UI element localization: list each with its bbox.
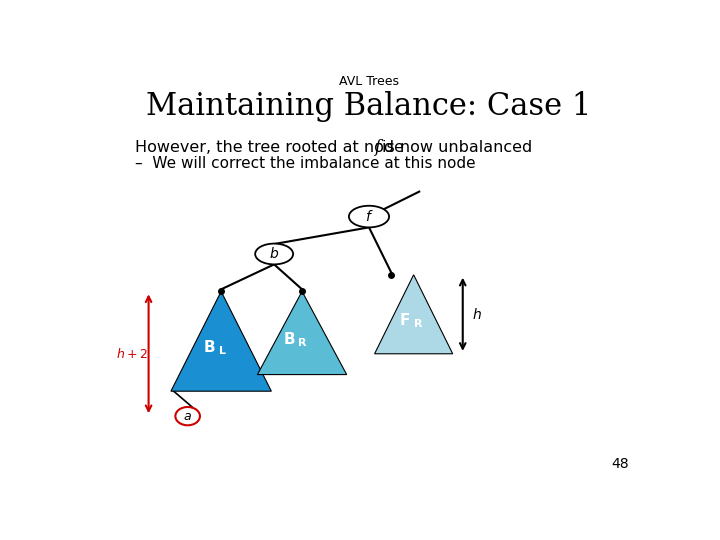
Text: B: B (204, 340, 215, 355)
Ellipse shape (349, 206, 389, 227)
Polygon shape (374, 275, 453, 354)
Text: $a$: $a$ (183, 410, 192, 423)
Text: $f$: $f$ (364, 209, 374, 224)
Polygon shape (171, 292, 271, 391)
Text: AVL Trees: AVL Trees (339, 75, 399, 88)
Text: f: f (374, 139, 380, 157)
Text: Maintaining Balance: Case 1: Maintaining Balance: Case 1 (146, 91, 592, 122)
Text: However, the tree rooted at node: However, the tree rooted at node (135, 140, 409, 156)
Text: B: B (284, 332, 296, 347)
Text: R: R (414, 319, 423, 329)
Text: –  We will correct the imbalance at this node: – We will correct the imbalance at this … (135, 156, 475, 171)
Text: R: R (298, 338, 307, 348)
Text: $h$: $h$ (472, 307, 482, 322)
Ellipse shape (255, 244, 293, 265)
Text: $b$: $b$ (269, 246, 279, 261)
Text: is now unbalanced: is now unbalanced (382, 140, 532, 156)
Text: 48: 48 (611, 457, 629, 471)
Text: F: F (400, 313, 410, 328)
Circle shape (176, 407, 200, 426)
Text: L: L (219, 346, 226, 356)
Polygon shape (258, 292, 347, 375)
Text: $h+2$: $h+2$ (116, 347, 148, 361)
